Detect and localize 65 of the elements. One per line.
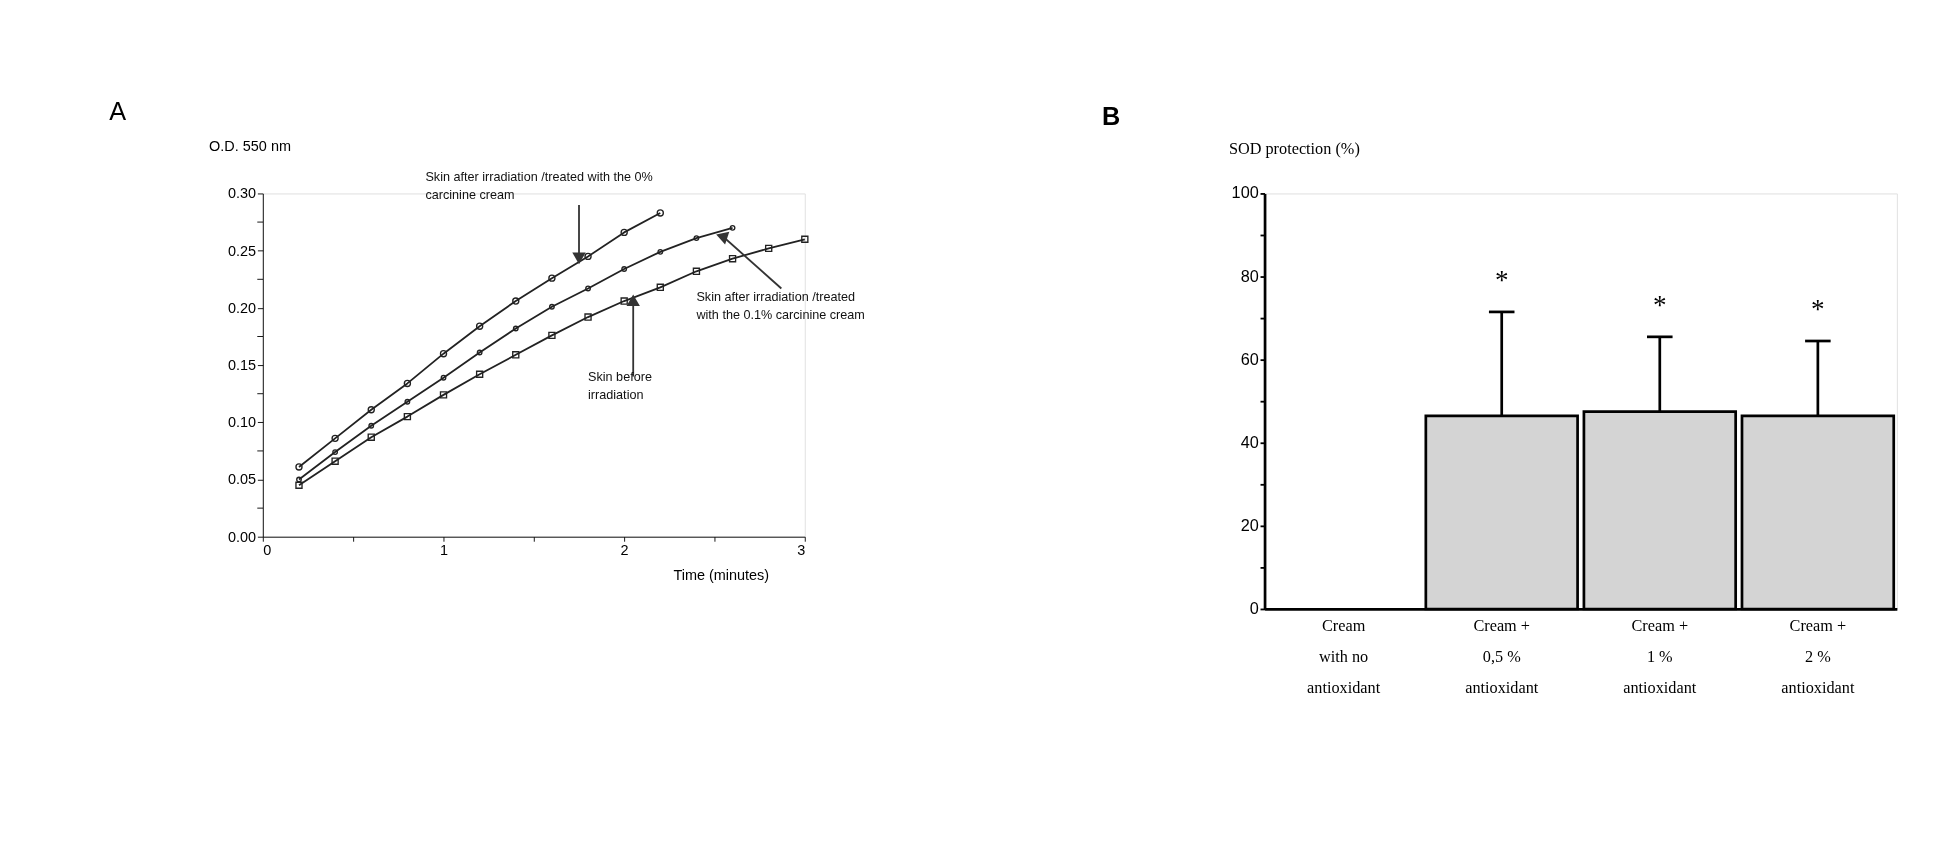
y-axis-title: SOD protection (%) [1228, 140, 1360, 159]
x-tick-label: Cream + 0,5 % antioxidant [1465, 617, 1539, 697]
y-tick-label: 0.25 [227, 242, 257, 259]
point [403, 379, 412, 388]
point [475, 370, 484, 378]
x-tick-label: 1 [439, 542, 448, 559]
annotation: Skin after irradiation /treated with the 0.1% carcinine cream [695, 289, 865, 322]
x-tick-label: 0 [263, 542, 272, 559]
point [367, 406, 375, 414]
point [439, 391, 448, 399]
point [656, 283, 665, 292]
point [332, 449, 339, 455]
x-tick-label: 2 [620, 542, 629, 559]
annotation: * [1811, 294, 1825, 325]
annotation: * [1494, 265, 1509, 296]
y-tick-label: 0.20 [227, 299, 257, 316]
y-tick-label: 0.10 [227, 414, 257, 431]
point [548, 331, 556, 340]
point [367, 433, 375, 441]
point [548, 303, 555, 310]
y-tick-label: 0 [1249, 598, 1259, 617]
y-tick-label: 40 [1240, 432, 1259, 451]
y-tick-label: 0.30 [227, 185, 257, 202]
y-axis-title: O.D. 550 nm [209, 137, 291, 154]
point [620, 297, 628, 305]
point [585, 285, 591, 292]
point [331, 434, 339, 443]
chart-title: A [109, 97, 127, 126]
point [331, 457, 339, 465]
point [584, 313, 592, 321]
point [693, 235, 700, 242]
point [692, 267, 701, 275]
x-tick-label: Cream with no antioxidant [1307, 617, 1381, 697]
y-tick-label: 80 [1240, 266, 1259, 285]
x-tick-label: Cream + 2 % antioxidant [1781, 617, 1855, 697]
x-tick-label: Cream + 1 % antioxidant [1623, 617, 1697, 697]
y-tick-label: 0.05 [227, 471, 257, 488]
point [475, 322, 484, 330]
annotation: * [1653, 290, 1667, 321]
y-tick-label: 0.15 [227, 357, 257, 374]
y-tick-label: 60 [1240, 349, 1259, 368]
annotation: Skin before irradiation [588, 369, 652, 402]
y-tick-label: 20 [1240, 515, 1259, 534]
point [548, 274, 556, 282]
y-tick-label: 0.00 [227, 528, 257, 545]
point [621, 266, 628, 272]
point [295, 481, 303, 489]
point [439, 349, 448, 358]
point [764, 244, 773, 253]
point [584, 252, 592, 261]
point [657, 248, 664, 255]
point [512, 325, 519, 332]
point [512, 297, 520, 305]
point [801, 235, 809, 243]
chart-title: B [1102, 101, 1121, 130]
point [368, 422, 375, 429]
point [620, 228, 628, 237]
y-tick-label: 100 [1231, 183, 1259, 202]
x-tick-label: 3 [797, 542, 806, 559]
point [403, 412, 412, 421]
point [404, 398, 411, 405]
x-axis-title: Time (minutes) [673, 566, 770, 583]
point [728, 255, 737, 263]
point [512, 351, 520, 359]
annotation: Skin after irradiation /treated with the 0% carcinine cream [425, 169, 653, 202]
